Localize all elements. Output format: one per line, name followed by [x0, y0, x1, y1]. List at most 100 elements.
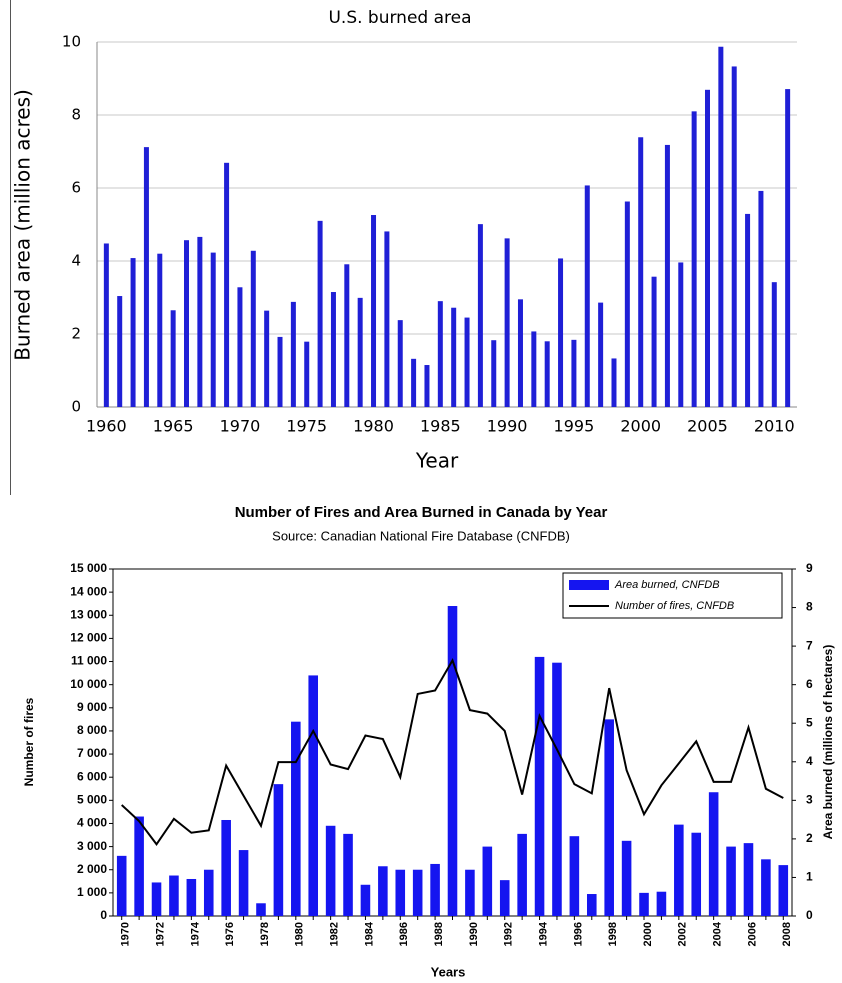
- x-tick-label: 2004: [712, 921, 724, 946]
- bar: [325, 825, 336, 916]
- bar: [308, 675, 319, 916]
- x-axis-label: Year: [415, 449, 459, 473]
- bar: [224, 162, 230, 407]
- bar: [771, 282, 777, 407]
- y2-axis-label: Area burned (millions of hectares): [821, 645, 835, 840]
- bar: [238, 850, 249, 916]
- bar: [534, 656, 545, 916]
- y2-tick-label: 9: [806, 561, 813, 575]
- x-tick-label: 1994: [537, 921, 549, 946]
- x-tick-label: 1992: [503, 922, 515, 946]
- bar: [103, 243, 109, 407]
- bar: [221, 819, 231, 916]
- bar: [691, 111, 697, 407]
- x-tick-label: 2008: [781, 922, 793, 946]
- bar: [117, 296, 123, 407]
- bar: [378, 866, 388, 916]
- bar: [731, 66, 737, 407]
- bar: [571, 339, 577, 407]
- bar: [517, 299, 523, 407]
- y2-tick-label: 0: [806, 908, 813, 922]
- x-tick-label: 1990: [487, 417, 528, 436]
- y-tick-label: 5 000: [77, 793, 107, 807]
- bar: [745, 213, 751, 407]
- bar: [291, 721, 301, 916]
- x-tick-label: 2010: [754, 417, 795, 436]
- bar: [116, 855, 127, 916]
- y-tick-label: 6 000: [77, 769, 107, 783]
- bar: [552, 662, 562, 916]
- bar: [210, 252, 216, 407]
- y2-tick-label: 2: [806, 831, 813, 845]
- bar: [477, 224, 483, 407]
- x-tick-label: 1988: [433, 922, 445, 946]
- x-tick-label: 1996: [572, 922, 584, 946]
- bar: [290, 301, 296, 407]
- bar: [656, 891, 667, 916]
- y-tick-label: 3 000: [77, 839, 107, 853]
- y-tick-label: 1 000: [77, 885, 107, 899]
- bar: [651, 276, 657, 407]
- x-tick-label: 2000: [620, 417, 661, 436]
- bar: [611, 358, 617, 407]
- bar: [170, 310, 176, 407]
- bar: [504, 238, 510, 407]
- bar: [430, 863, 440, 916]
- bar: [277, 336, 283, 407]
- y-tick-label: 8 000: [77, 723, 107, 737]
- bar: [558, 258, 564, 407]
- bar: [184, 240, 190, 407]
- x-tick-label: 1970: [120, 922, 132, 946]
- x-tick-label: 2002: [677, 922, 689, 946]
- bar: [743, 843, 754, 916]
- bar: [237, 287, 243, 407]
- x-tick-label: 1976: [224, 922, 236, 946]
- bar: [360, 884, 371, 916]
- canada-chart: Number of Fires and Area Burned in Canad…: [22, 504, 835, 979]
- bar: [638, 137, 644, 407]
- bar: [250, 250, 256, 407]
- bar: [639, 892, 649, 916]
- y-tick-label: 2: [71, 325, 81, 343]
- bar: [447, 606, 458, 916]
- x-axis-label: Years: [431, 964, 466, 979]
- y-tick-label: 4: [71, 252, 81, 270]
- bar: [761, 859, 771, 916]
- bar: [256, 903, 266, 916]
- bar: [134, 816, 144, 916]
- bar: [330, 292, 336, 407]
- bar: [264, 310, 270, 407]
- x-tick-label: 1985: [420, 417, 461, 436]
- legend-swatch: [569, 580, 609, 590]
- y2-tick-label: 4: [806, 754, 813, 768]
- bar: [598, 302, 604, 407]
- bar: [412, 869, 423, 916]
- x-tick-label: 1980: [294, 922, 306, 946]
- y-axis-label: Number of fires: [22, 697, 36, 786]
- bar: [317, 220, 323, 407]
- bar: [395, 869, 406, 916]
- y2-tick-label: 3: [806, 793, 813, 807]
- y-tick-label: 10: [62, 33, 81, 51]
- y-tick-label: 4 000: [77, 816, 107, 830]
- x-tick-label: 1960: [86, 417, 127, 436]
- bar: [151, 882, 162, 916]
- bar: [143, 147, 149, 407]
- y2-tick-label: 5: [806, 715, 813, 729]
- x-tick-label: 1972: [154, 922, 166, 946]
- bar: [491, 340, 497, 407]
- x-tick-label: 1986: [398, 922, 410, 946]
- bar: [569, 836, 580, 916]
- bar: [304, 341, 310, 407]
- bar: [169, 875, 179, 916]
- bar: [424, 365, 430, 407]
- bar: [691, 832, 702, 916]
- bar: [726, 846, 736, 916]
- bar: [624, 201, 630, 407]
- bar: [130, 258, 136, 407]
- bar: [157, 253, 163, 407]
- y-tick-label: 13 000: [70, 607, 107, 621]
- bar: [465, 869, 475, 916]
- bar: [778, 865, 789, 916]
